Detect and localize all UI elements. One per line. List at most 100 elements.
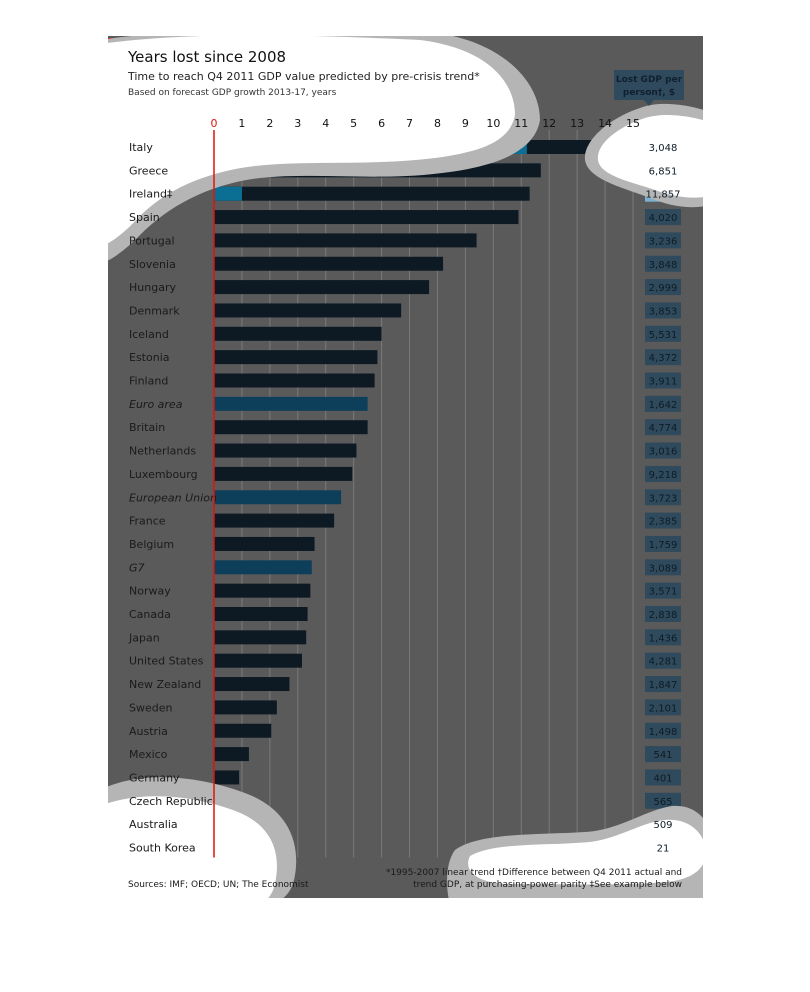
category-label: Denmark (129, 304, 180, 317)
lost-gdp-box (645, 512, 681, 529)
lost-gdp-box (645, 372, 681, 389)
lost-gdp-value: 5,531 (649, 330, 678, 341)
category-label: New Zealand (129, 678, 201, 691)
lost-gdp-box (645, 559, 681, 576)
bar (214, 653, 302, 668)
lost-gdp-value: 1,847 (649, 680, 678, 691)
lost-gdp-value: 401 (653, 773, 672, 784)
lost-gdp-value: 541 (653, 750, 672, 761)
category-label: Euro area (129, 398, 183, 411)
overlay-blob-top (108, 36, 515, 244)
notes-footnote-line1: *1995-2007 linear trend †Difference betw… (386, 868, 682, 878)
lost-gdp-value: 2,999 (649, 283, 678, 294)
category-label: Greece (129, 164, 168, 177)
x-tick-label: 0 (211, 117, 218, 130)
lost-gdp-value: 1,759 (649, 540, 678, 551)
lost-gdp-box (645, 279, 681, 296)
lost-gdp-box (645, 582, 681, 599)
category-label: Belgium (129, 538, 174, 551)
bar (214, 607, 308, 621)
lost-gdp-box (645, 232, 681, 249)
category-label: Czech Republic (129, 795, 213, 808)
x-tick-label: 5 (350, 117, 357, 130)
category-label: Portugal (129, 234, 175, 247)
category-label: Austria (129, 725, 168, 738)
category-label: Finland (129, 375, 168, 388)
bar (214, 186, 530, 201)
x-tick-label: 13 (570, 117, 584, 130)
bar (214, 466, 353, 481)
lost-gdp-header-line1: Lost GDP per (616, 75, 683, 85)
lost-gdp-box (645, 419, 681, 436)
lost-gdp-box (645, 722, 681, 739)
bar (214, 443, 357, 458)
lost-gdp-value: 3,911 (649, 377, 678, 388)
lost-gdp-value: 3,048 (649, 143, 678, 154)
lost-gdp-value: 3,236 (649, 236, 678, 247)
x-tick-label: 9 (462, 117, 469, 130)
lost-gdp-value: 2,838 (649, 610, 678, 621)
x-tick-label: 15 (626, 117, 640, 130)
category-label: Norway (129, 585, 171, 598)
x-tick-label: 8 (434, 117, 441, 130)
x-tick-label: 10 (486, 117, 500, 130)
bar (214, 677, 290, 692)
category-label: Mexico (129, 748, 168, 761)
lost-gdp-box (645, 769, 681, 786)
category-label: Luxembourg (129, 468, 198, 481)
lost-gdp-box (645, 209, 681, 226)
x-tick-label: 4 (322, 117, 329, 130)
x-tick-label: 3 (294, 117, 301, 130)
bar (214, 256, 444, 271)
bar (214, 583, 311, 598)
bar (214, 513, 335, 528)
overlay-blob-bottom-right (468, 819, 703, 885)
category-label: Japan (128, 631, 160, 644)
chart-title: Years lost since 2008 (127, 48, 286, 66)
lost-gdp-box (645, 325, 681, 342)
lost-gdp-value: 3,016 (649, 447, 678, 458)
overlay-shapes (108, 36, 703, 898)
category-label: Canada (129, 608, 171, 621)
grid (241, 130, 634, 858)
x-tick-label: 7 (406, 117, 413, 130)
x-tick-label: 6 (378, 117, 385, 130)
x-tick-label: 14 (598, 117, 612, 130)
x-tick-label: 1 (238, 117, 245, 130)
lost-gdp-box (645, 535, 681, 552)
category-label: Estonia (129, 351, 170, 364)
bar (214, 233, 477, 248)
lost-gdp-value: 4,020 (649, 213, 678, 224)
bar (214, 210, 519, 225)
lost-gdp-value: 2,385 (649, 517, 678, 528)
lost-gdp-box (645, 395, 681, 412)
bar (214, 350, 378, 365)
lost-gdp-header-box (614, 70, 684, 100)
lost-gdp-box (645, 465, 681, 482)
lost-gdp-box (645, 255, 681, 272)
bar (214, 560, 312, 575)
lost-gdp-value: 11,857 (646, 190, 681, 201)
category-label: France (129, 515, 166, 528)
lost-gdp-value: 3,853 (649, 306, 678, 317)
category-label: Australia (129, 818, 178, 831)
lost-gdp-value: 9,218 (649, 470, 678, 481)
lost-gdp-header: Lost GDP per person†, $ (614, 70, 684, 106)
category-label: Britain (129, 421, 165, 434)
lost-gdp-header-line2: person†, $ (623, 88, 675, 98)
lost-gdp-value: 4,372 (649, 353, 678, 364)
lost-gdp-value: 6,851 (649, 166, 678, 177)
lost-gdp-value: 1,642 (649, 400, 678, 411)
bar (214, 373, 375, 388)
category-label: United States (129, 655, 204, 668)
category-label: Italy (129, 141, 153, 154)
category-label: Germany (129, 771, 180, 784)
chart-subtitle-secondary: Based on forecast GDP growth 2013-17, ye… (128, 88, 337, 98)
bar (214, 747, 249, 762)
lost-gdp-box (645, 652, 681, 669)
chart-subtitle: Time to reach Q4 2011 GDP value predicte… (127, 70, 480, 83)
category-label: Ireland‡ (129, 188, 173, 201)
lost-gdp-value: 2,101 (649, 703, 678, 714)
bar (214, 280, 430, 295)
